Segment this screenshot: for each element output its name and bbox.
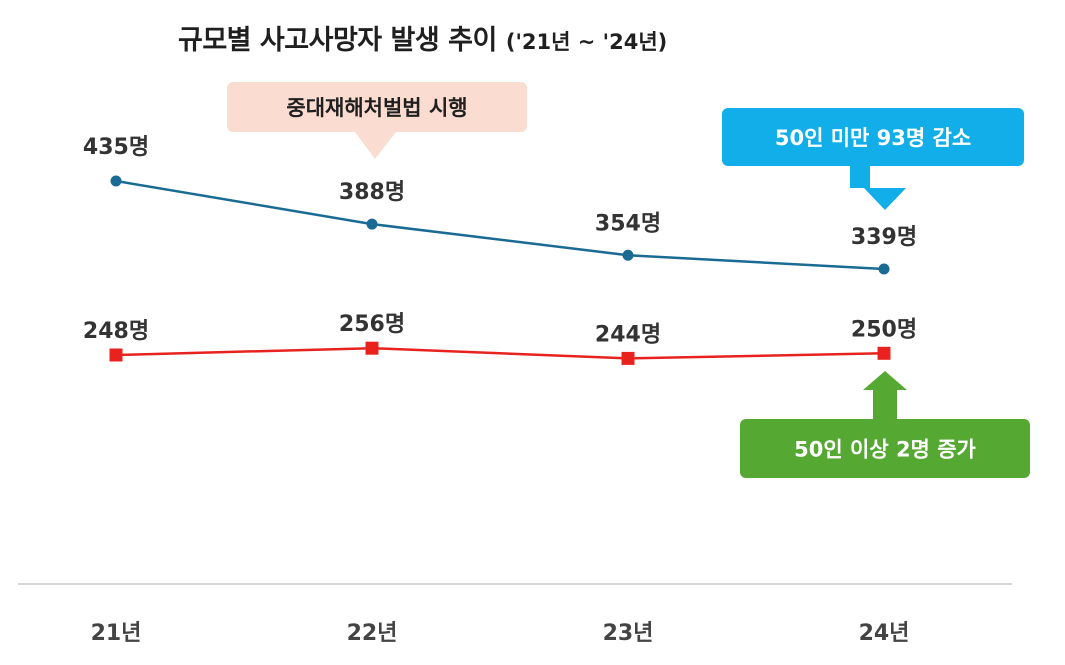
data-point [878,263,890,275]
data-point [877,346,891,360]
data-label: 388명 [339,180,405,205]
data-label: 244명 [595,322,661,347]
annotation-box [740,419,1030,478]
annotation-label: 중대재해처벌법 시행 [286,96,467,120]
chart-subtitle: ('21년 ~ '24년) [505,30,668,54]
chart-title: 규모별 사고사망자 발생 추이 [178,25,497,56]
data-point [365,341,379,355]
data-point [621,351,635,365]
x-tick-label: 22년 [347,621,398,646]
data-label: 250명 [851,317,917,342]
arrow-up-icon [863,371,907,419]
data-label: 339명 [851,225,917,250]
annotation-box [227,82,527,132]
x-tick-label: 21년 [91,621,142,646]
data-point [622,249,634,261]
annotation-box [722,108,1024,166]
data-label: 248명 [83,319,149,344]
annotation-label: 50인 이상 2명 증가 [794,438,976,462]
data-point [109,348,123,362]
series-line-1 [115,346,885,360]
arrow-down-icon [355,132,396,159]
x-tick-label: 23년 [603,621,654,646]
data-label: 354명 [595,211,661,236]
data-label: 256명 [339,312,405,337]
data-point [366,218,378,230]
data-point [110,175,122,187]
data-label: 435명 [83,135,149,160]
x-tick-label: 24년 [859,621,910,646]
annotation-label: 50인 미만 93명 감소 [775,126,971,150]
chart-title-group: 규모별 사고사망자 발생 추이 ('21년 ~ '24년) [178,18,667,57]
series-line-0 [115,179,885,271]
arrow-down-icon [850,166,906,210]
